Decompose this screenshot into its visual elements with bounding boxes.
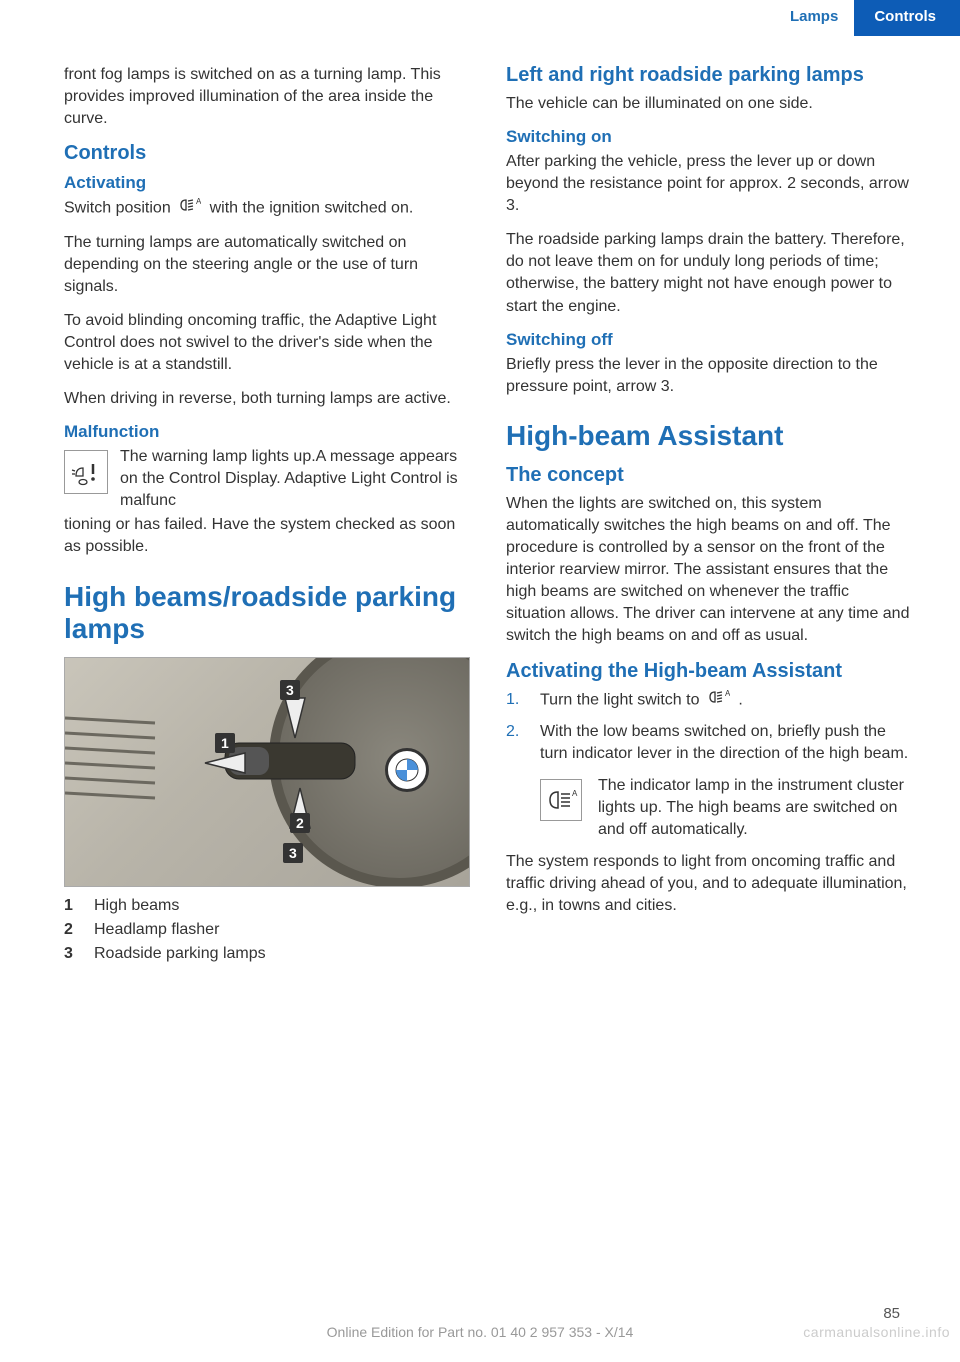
malfunction-block: The warning lamp lights up.A mes­sage ap…	[64, 446, 470, 512]
header-section: Lamps	[774, 0, 854, 36]
svg-text:A: A	[196, 198, 201, 206]
page-number: 85	[883, 1305, 900, 1322]
indicator-text: The indicator lamp in the instrument clu…	[598, 775, 912, 841]
ol1a: Turn the light switch to	[540, 691, 704, 708]
high-beams-heading: High beams/roadside parking lamps	[64, 581, 470, 645]
headlight-auto-icon: A	[179, 197, 201, 219]
intro-text: front fog lamps is switched on as a turn…	[64, 64, 470, 130]
svg-text:A: A	[725, 690, 730, 698]
warning-lamp-icon	[64, 450, 108, 494]
switching-on-p2: The roadside parking lamps drain the bat…	[506, 229, 912, 317]
activating-p1: Switch position A with the ignition swit…	[64, 197, 470, 219]
figure-label-3-bottom: 3	[283, 843, 303, 863]
concept-heading: The concept	[506, 464, 912, 487]
switching-off-p: Briefly press the lever in the opposite …	[506, 354, 912, 398]
activating-hba-heading: Activating the High-beam Assistant	[506, 660, 912, 683]
air-vents-graphic	[65, 708, 165, 828]
malfunction-float-text: The warning lamp lights up.A mes­sage ap…	[120, 446, 470, 512]
switching-on-p1: After parking the vehicle, press the lev…	[506, 151, 912, 217]
high-beam-assist-icon: A	[540, 779, 582, 821]
legend-row: 3 Roadside parking lamps	[64, 945, 470, 963]
activating-p3: To avoid blinding oncoming traffic, the …	[64, 310, 470, 376]
tail-text: The system responds to light from oncomi…	[506, 851, 912, 917]
page-content: front fog lamps is switched on as a turn…	[0, 36, 960, 969]
switching-off-heading: Switching off	[506, 330, 912, 350]
figure-label-1: 1	[215, 733, 235, 753]
list-number: 2.	[506, 721, 526, 765]
left-column: front fog lamps is switched on as a turn…	[64, 64, 470, 969]
svg-text:A: A	[572, 789, 578, 798]
legend-num: 3	[64, 945, 78, 963]
malfunction-tail-text: tioning or has failed. Have the system c…	[64, 514, 470, 558]
list-item: 1. Turn the light switch to A .	[506, 689, 912, 711]
figure-label-3-top: 3	[280, 680, 300, 700]
legend-text: Roadside parking lamps	[94, 945, 266, 963]
right-column: Left and right roadside parking lamps Th…	[506, 64, 912, 969]
lr-text: The vehicle can be illuminated on one si…	[506, 93, 912, 115]
list-text: With the low beams switched on, briefly …	[540, 721, 912, 765]
activating-p1a: Switch position	[64, 200, 175, 217]
activating-heading: Activating	[64, 173, 470, 193]
hba-heading: High-beam Assistant	[506, 420, 912, 452]
page-header: Lamps Controls	[0, 0, 960, 36]
watermark: carmanualsonline.info	[803, 1324, 950, 1340]
stalk-figure: 3 1 2 3	[64, 657, 470, 887]
list-item: 2. With the low beams switched on, brief…	[506, 721, 912, 765]
indicator-block: A The indicator lamp in the instrument c…	[540, 775, 912, 841]
headlight-auto-icon: A	[708, 689, 730, 711]
switching-on-heading: Switching on	[506, 127, 912, 147]
controls-heading: Controls	[64, 142, 470, 165]
activating-p2: The turning lamps are automatically swit…	[64, 232, 470, 298]
header-chapter: Controls	[854, 0, 960, 36]
legend-text: High beams	[94, 897, 179, 915]
list-number: 1.	[506, 689, 526, 711]
figure-label-2: 2	[290, 813, 310, 833]
malfunction-heading: Malfunction	[64, 422, 470, 442]
list-text: Turn the light switch to A .	[540, 689, 743, 711]
legend-num: 2	[64, 921, 78, 939]
activating-p1b: with the ignition switched on.	[210, 200, 414, 217]
legend-row: 1 High beams	[64, 897, 470, 915]
concept-text: When the lights are switched on, this sy…	[506, 493, 912, 648]
legend-row: 2 Headlamp flasher	[64, 921, 470, 939]
legend-num: 1	[64, 897, 78, 915]
activating-p4: When driving in reverse, both turning la…	[64, 388, 470, 410]
legend-text: Headlamp flasher	[94, 921, 219, 939]
ol1b: .	[738, 691, 742, 708]
lr-heading: Left and right roadside parking lamps	[506, 64, 912, 87]
